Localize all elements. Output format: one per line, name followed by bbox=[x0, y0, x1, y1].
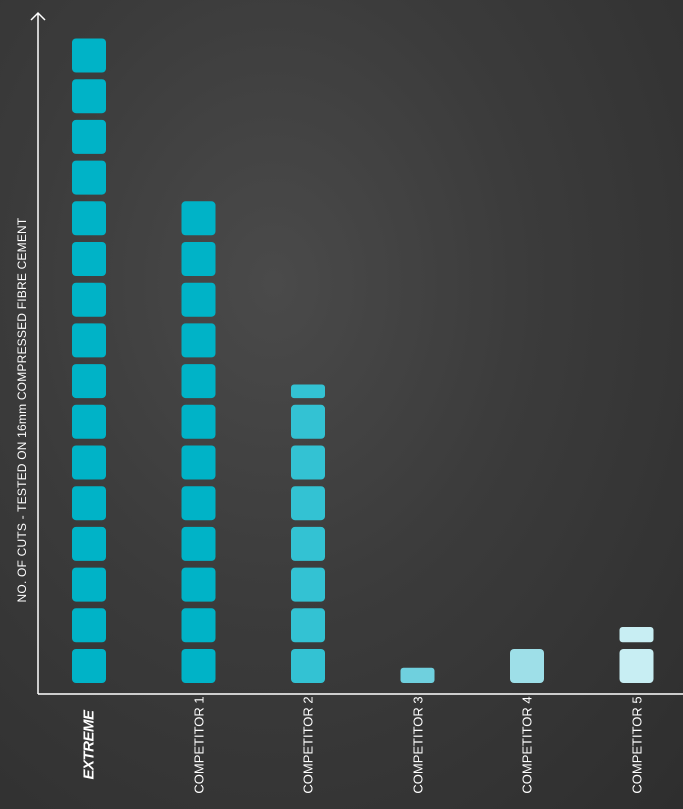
bar-block bbox=[291, 404, 325, 439]
bar-block bbox=[72, 242, 106, 276]
bar-block bbox=[72, 649, 106, 683]
x-tick-label-6: COMPETITOR 5 bbox=[629, 696, 644, 794]
y-axis-label: NO. OF CUTS - TESTED ON 16mm COMPRESSED … bbox=[15, 217, 29, 603]
bar-block bbox=[181, 649, 216, 683]
bar-block-partial bbox=[619, 627, 654, 643]
bar-block bbox=[72, 486, 106, 521]
bar-block bbox=[181, 404, 216, 439]
x-tick-label-2: COMPETITOR 1 bbox=[191, 696, 206, 794]
bar-2 bbox=[181, 201, 216, 683]
bar-block bbox=[72, 445, 106, 480]
bar-block bbox=[72, 282, 106, 317]
bar-block-partial bbox=[400, 667, 435, 683]
bar-block bbox=[181, 282, 216, 317]
bar-block bbox=[181, 364, 216, 399]
bar-block bbox=[291, 526, 325, 561]
x-tick-label-3: COMPETITOR 2 bbox=[300, 696, 316, 794]
bar-block bbox=[181, 526, 216, 561]
bar-block bbox=[72, 404, 106, 439]
x-tick-label-1: EXTREME bbox=[80, 710, 98, 780]
bar-block bbox=[181, 486, 216, 521]
bar-block bbox=[72, 608, 106, 643]
bar-block bbox=[181, 567, 216, 602]
bar-block bbox=[510, 649, 544, 683]
bar-3 bbox=[291, 384, 325, 683]
bar-block bbox=[291, 486, 325, 521]
bar-block bbox=[72, 567, 106, 602]
x-tick-label-4: COMPETITOR 3 bbox=[410, 696, 425, 794]
bar-block bbox=[72, 526, 106, 561]
bar-block bbox=[181, 445, 216, 480]
x-tick-label-5: COMPETITOR 4 bbox=[519, 696, 535, 794]
bar-block bbox=[72, 160, 106, 195]
bar-block bbox=[291, 445, 325, 480]
bar-block bbox=[72, 119, 106, 154]
bar-block bbox=[291, 567, 325, 602]
bar-block bbox=[181, 608, 216, 643]
bar-block bbox=[72, 323, 106, 358]
bar-block bbox=[72, 201, 106, 236]
bar-4 bbox=[400, 667, 435, 683]
bar-block bbox=[72, 38, 106, 73]
bar-block bbox=[619, 649, 654, 683]
bar-block bbox=[181, 201, 216, 236]
bar-1 bbox=[72, 38, 106, 683]
bar-5 bbox=[510, 649, 544, 683]
bar-block bbox=[72, 79, 106, 114]
bars bbox=[72, 38, 654, 683]
bar-block bbox=[291, 649, 325, 683]
bar-block-partial bbox=[291, 384, 325, 399]
bar-block bbox=[181, 323, 216, 358]
bar-block bbox=[72, 364, 106, 399]
chart-axes bbox=[30, 11, 683, 695]
bar-block bbox=[181, 242, 216, 276]
bar-6 bbox=[619, 627, 654, 683]
bar-block bbox=[291, 608, 325, 643]
